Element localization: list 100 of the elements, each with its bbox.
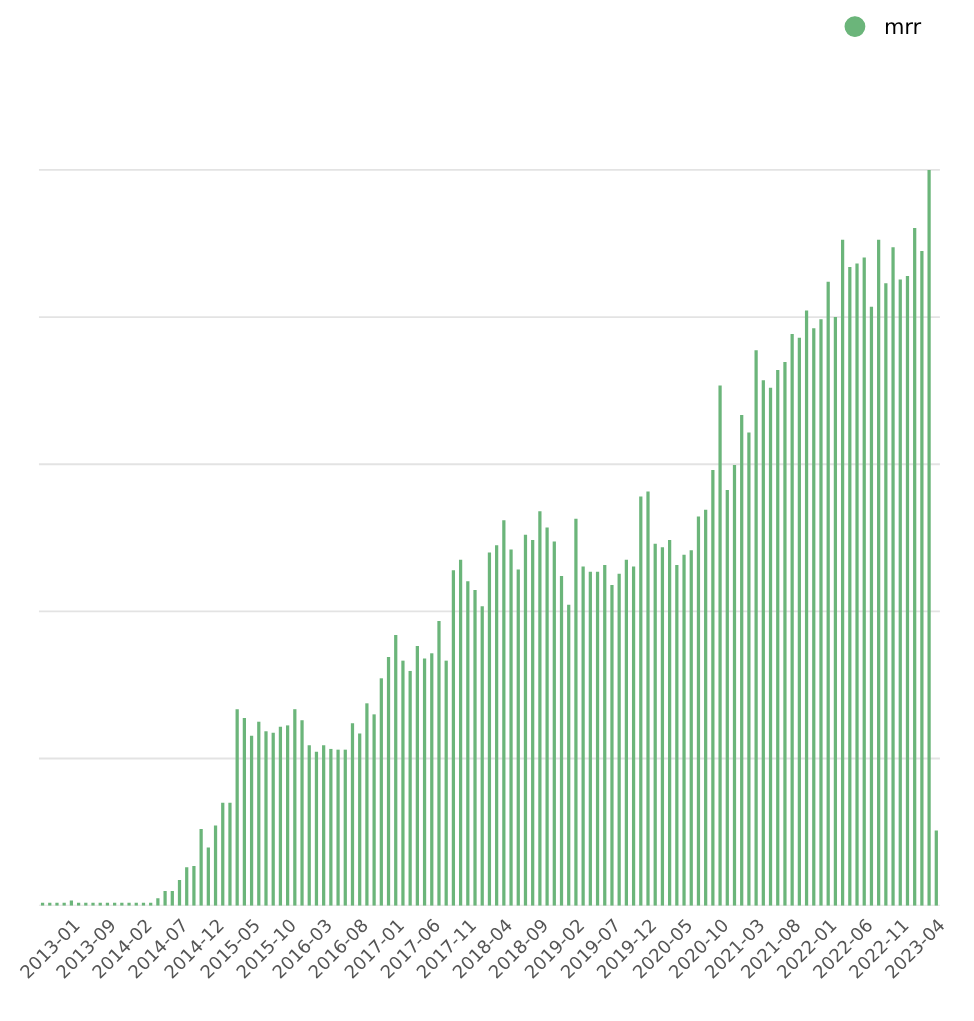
bar (480, 606, 484, 906)
bar (761, 380, 765, 906)
bar (379, 678, 383, 906)
bar (718, 385, 722, 906)
bar (358, 733, 362, 906)
bar (855, 263, 859, 906)
bar (588, 571, 592, 906)
bar (192, 865, 196, 906)
bar (567, 604, 571, 906)
bar (819, 319, 823, 906)
bar (314, 751, 319, 906)
bar (848, 267, 852, 906)
bar (804, 310, 809, 906)
bar (740, 414, 744, 906)
bar (350, 723, 355, 906)
bar (163, 890, 167, 906)
bar (660, 547, 665, 906)
bar (898, 279, 902, 906)
bar (278, 726, 283, 906)
bar (422, 658, 427, 906)
bar (502, 520, 506, 906)
bar (747, 432, 751, 906)
bar (631, 566, 636, 906)
bar (545, 527, 549, 906)
bar (300, 720, 304, 906)
bar (862, 257, 866, 906)
bar (776, 370, 780, 906)
bar (156, 898, 160, 906)
bar (639, 496, 643, 906)
bar (444, 660, 448, 906)
bar (711, 470, 715, 906)
bar (242, 718, 246, 906)
bar (624, 559, 628, 906)
bar (257, 721, 261, 906)
bar (458, 559, 463, 906)
bar (920, 250, 924, 906)
bar (552, 541, 556, 906)
bar (394, 634, 398, 906)
bar (437, 620, 441, 906)
bar (603, 565, 607, 906)
bar (610, 584, 614, 906)
bar (689, 550, 693, 906)
bar (783, 361, 787, 906)
bar (516, 569, 520, 906)
bar (840, 239, 845, 906)
bar (372, 714, 376, 906)
bar (869, 306, 874, 906)
bar (891, 247, 895, 906)
bar (704, 509, 708, 906)
bar (905, 275, 910, 906)
bar (559, 576, 564, 906)
bar (725, 489, 729, 906)
bar (581, 566, 585, 906)
bar (754, 350, 758, 906)
legend-label: mrr (885, 22, 922, 34)
bar (495, 545, 499, 906)
bar (213, 825, 218, 906)
bar (206, 847, 210, 906)
bar (732, 464, 737, 906)
bar (199, 829, 203, 906)
bar (271, 732, 275, 906)
bar (884, 283, 888, 906)
bar (228, 802, 232, 906)
bar (235, 709, 239, 906)
bar (595, 571, 600, 906)
bar (646, 491, 650, 906)
bar (415, 645, 419, 906)
bar (336, 749, 340, 906)
bar (653, 543, 657, 906)
bar (473, 590, 477, 906)
bar (927, 169, 931, 906)
bar (675, 565, 679, 906)
bar (329, 748, 333, 906)
bar (293, 709, 297, 906)
bar (913, 228, 917, 906)
bar (523, 534, 528, 906)
bar (509, 549, 513, 906)
bar (249, 735, 254, 906)
bar (812, 328, 816, 906)
bar (538, 511, 542, 906)
bar (286, 725, 290, 906)
bar (307, 745, 311, 906)
bar (574, 518, 578, 906)
bar (668, 540, 672, 906)
bar (531, 540, 535, 906)
bar (696, 516, 701, 906)
bar (934, 830, 938, 906)
bar (451, 570, 456, 906)
bar (401, 660, 405, 906)
bar (487, 552, 492, 906)
bar (322, 745, 326, 906)
bar (408, 670, 412, 906)
bar (797, 337, 801, 906)
bar (826, 281, 830, 906)
bar (682, 554, 686, 906)
bar (343, 749, 347, 906)
bar (185, 867, 189, 906)
bar (430, 653, 434, 906)
bar (365, 703, 369, 906)
bar (466, 581, 470, 906)
